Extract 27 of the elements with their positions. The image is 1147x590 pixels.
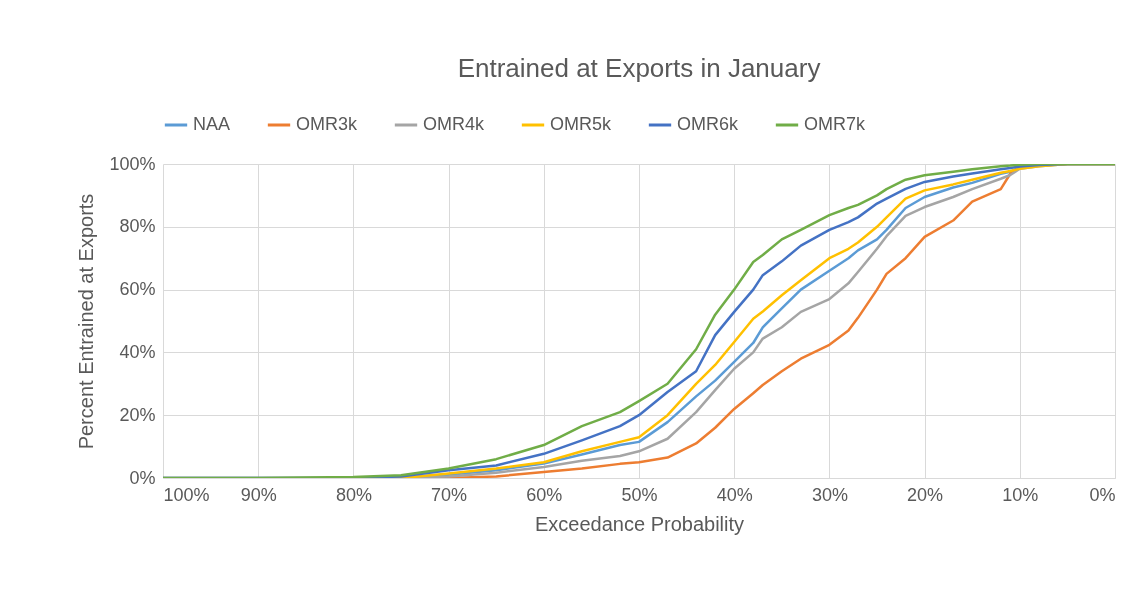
y-tick-label: 20%: [119, 404, 156, 425]
legend-label: OMR5k: [550, 114, 612, 134]
y-tick-label: 100%: [109, 153, 156, 174]
x-tick-label: 90%: [240, 484, 277, 505]
x-tick-label: 0%: [1089, 484, 1116, 505]
x-tick-label: 20%: [907, 484, 944, 505]
x-tick-label: 30%: [811, 484, 848, 505]
y-tick-label: 80%: [119, 216, 156, 237]
x-tick-label: 70%: [431, 484, 468, 505]
x-tick-label: 100%: [163, 484, 210, 505]
x-tick-label: 80%: [335, 484, 372, 505]
y-tick-label: 0%: [129, 467, 156, 488]
legend-label: OMR3k: [296, 114, 358, 134]
legend-label: OMR4k: [423, 114, 485, 134]
y-tick-label: 40%: [119, 341, 156, 362]
legend-label: NAA: [193, 114, 231, 134]
x-axis-title: Exceedance Probability: [534, 512, 745, 535]
y-axis-title: Percent Entrained at Exports: [75, 193, 98, 450]
x-tick-label: 60%: [526, 484, 563, 505]
line-series: [163, 164, 1115, 478]
legend-label: OMR6k: [677, 114, 739, 134]
chart-title: Entrained at Exports in January: [457, 53, 821, 83]
x-tick-label: 50%: [621, 484, 658, 505]
legend-label: OMR7k: [804, 114, 866, 134]
y-tick-label: 60%: [119, 279, 156, 300]
x-tick-label: 10%: [1002, 484, 1039, 505]
x-tick-label: 40%: [716, 484, 753, 505]
